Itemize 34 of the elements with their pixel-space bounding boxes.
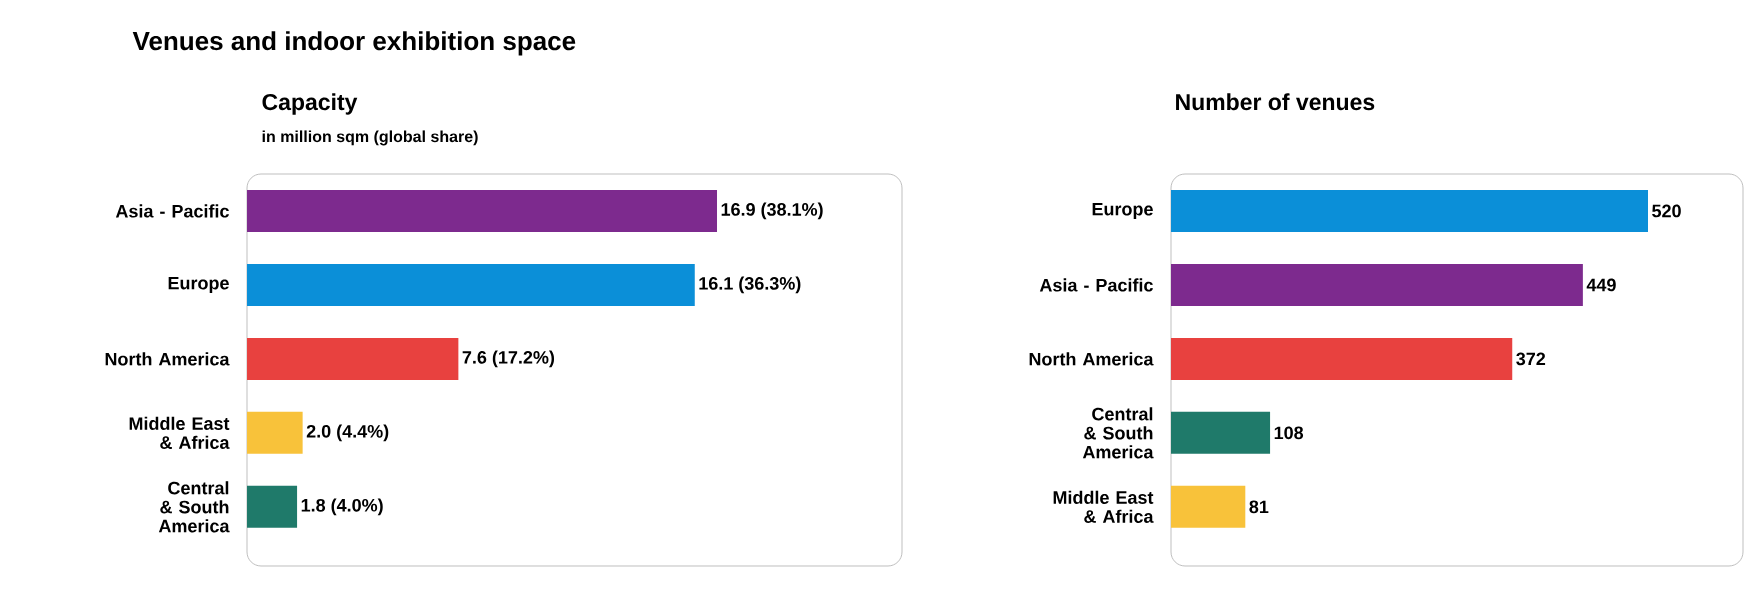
bar xyxy=(1171,411,1271,454)
data-label: 7.6 (17.2%) xyxy=(462,350,555,368)
y-tick-label: Central & South America xyxy=(1082,407,1154,459)
chart-subtitle: in million sqm (global share) xyxy=(262,130,478,146)
y-tick-label: Asia - Pacific xyxy=(115,204,229,218)
y-tick-label: Central & South America xyxy=(158,481,230,533)
bar xyxy=(1171,337,1513,380)
data-label: 520 xyxy=(1652,204,1681,218)
bar xyxy=(247,189,718,232)
data-label: 1.8 (4.0%) xyxy=(301,498,383,516)
chart-title: Capacity xyxy=(262,93,358,115)
bar xyxy=(1171,189,1648,232)
data-label: 16.1 (36.3%) xyxy=(699,276,801,294)
bar xyxy=(247,337,459,380)
data-label: 16.9 (38.1%) xyxy=(721,202,823,220)
bar xyxy=(247,263,695,306)
y-tick-label: Europe xyxy=(168,276,229,293)
bar xyxy=(247,411,303,454)
bar xyxy=(1171,263,1583,306)
text: Venues and indoor exhibition space xyxy=(132,31,576,56)
y-tick-label: Middle East & Africa xyxy=(1053,490,1154,523)
y-tick-label: North America xyxy=(1029,352,1154,366)
bar xyxy=(1171,485,1246,528)
data-label: 2.0 (4.4%) xyxy=(306,424,389,442)
y-tick-label: Europe xyxy=(1092,202,1153,220)
chart-title: Number of venues xyxy=(1176,93,1375,111)
data-label: 81 xyxy=(1249,500,1269,514)
y-tick-label: North America xyxy=(105,352,230,366)
y-tick-label: Middle East & Africa xyxy=(129,416,230,449)
data-label: 372 xyxy=(1516,352,1546,366)
data-label: 108 xyxy=(1274,426,1304,440)
y-tick-label: Asia - Pacific xyxy=(1039,278,1153,292)
data-label: 449 xyxy=(1586,278,1616,292)
bar xyxy=(247,485,298,528)
